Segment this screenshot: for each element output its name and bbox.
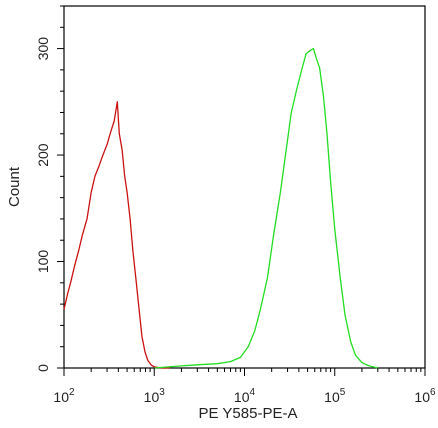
x-tick-label: 104 [234, 387, 256, 405]
y-tick-label: 100 [35, 250, 51, 274]
green-histogram-path [154, 47, 378, 369]
y-tick-label: 300 [35, 37, 51, 61]
y-axis-ticks: 0 100 200 300 [35, 5, 64, 372]
y-axis-title: Count [6, 166, 23, 207]
green-histogram-line [154, 47, 378, 369]
x-axis-title: PE Y585-PE-A [199, 405, 298, 422]
y-tick-label: 0 [35, 364, 51, 372]
x-axis-ticks: 102 103 104 105 106 [53, 368, 436, 405]
x-tick-label: 103 [144, 387, 166, 405]
x-tick-label: 105 [324, 387, 346, 405]
x-tick-label: 102 [53, 387, 75, 405]
y-tick-label: 200 [35, 143, 51, 167]
plot-area [63, 5, 426, 369]
red-histogram-line [63, 101, 171, 369]
red-histogram-path [63, 101, 171, 369]
x-tick-label: 106 [414, 387, 436, 405]
